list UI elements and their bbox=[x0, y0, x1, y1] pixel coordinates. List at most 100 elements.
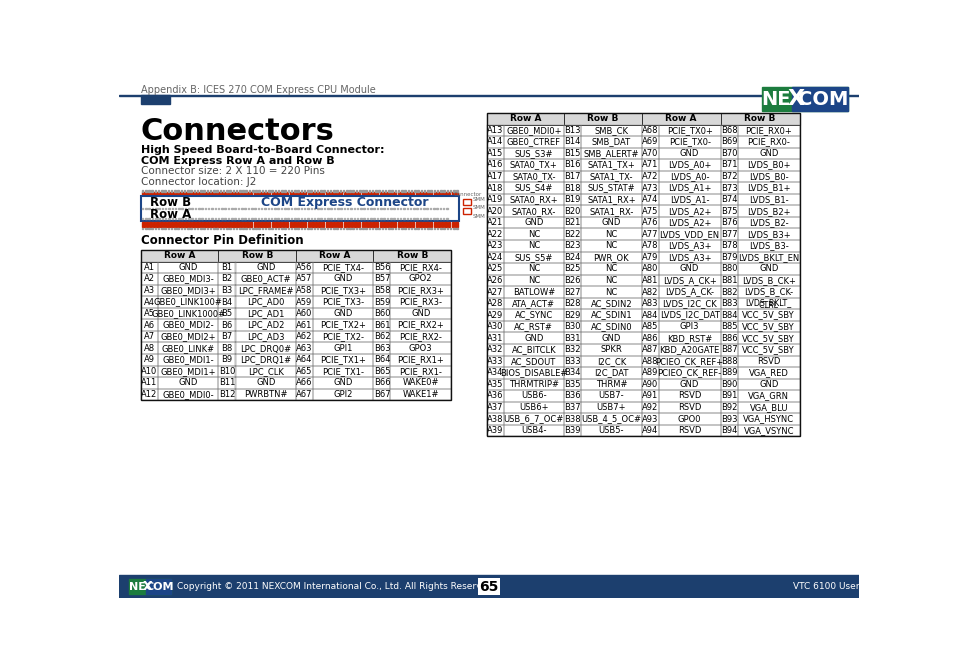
Bar bbox=[249, 190, 250, 192]
Bar bbox=[293, 222, 295, 227]
Bar bbox=[658, 333, 720, 344]
Bar bbox=[235, 388, 295, 401]
Bar bbox=[737, 390, 799, 402]
Bar bbox=[158, 354, 218, 366]
Bar bbox=[641, 148, 658, 159]
Text: X: X bbox=[142, 580, 152, 593]
Bar bbox=[313, 319, 373, 331]
Bar bbox=[300, 208, 302, 209]
Bar bbox=[563, 333, 580, 344]
Text: A1: A1 bbox=[144, 263, 154, 272]
Text: A20: A20 bbox=[486, 207, 503, 216]
Bar bbox=[218, 273, 235, 285]
Bar bbox=[295, 366, 313, 377]
Bar bbox=[373, 285, 390, 296]
Bar bbox=[217, 222, 220, 227]
Bar bbox=[486, 240, 503, 251]
Bar bbox=[158, 261, 218, 273]
Bar bbox=[580, 309, 641, 321]
Bar bbox=[436, 218, 437, 219]
Bar bbox=[149, 222, 152, 227]
Text: B58: B58 bbox=[374, 286, 390, 295]
Text: A90: A90 bbox=[641, 380, 658, 389]
Bar bbox=[203, 222, 206, 227]
Text: A2: A2 bbox=[144, 274, 154, 284]
Bar bbox=[379, 218, 381, 219]
Bar bbox=[311, 192, 314, 198]
Bar bbox=[658, 251, 720, 263]
Text: A13: A13 bbox=[486, 126, 503, 135]
Bar bbox=[390, 261, 451, 273]
Bar bbox=[291, 228, 293, 229]
Text: Row A: Row A bbox=[509, 114, 540, 123]
Bar bbox=[355, 228, 356, 229]
Text: A25: A25 bbox=[486, 264, 503, 274]
Bar bbox=[346, 190, 347, 192]
Bar bbox=[207, 228, 208, 229]
Text: A69: A69 bbox=[641, 137, 658, 146]
Bar bbox=[563, 194, 580, 206]
Text: A80: A80 bbox=[641, 264, 658, 274]
Bar bbox=[310, 228, 312, 229]
Text: GBE0_LINK#: GBE0_LINK# bbox=[161, 343, 214, 353]
Bar bbox=[334, 218, 335, 219]
Bar bbox=[563, 171, 580, 182]
Bar bbox=[342, 190, 344, 192]
Bar bbox=[235, 366, 295, 377]
Bar bbox=[486, 355, 503, 367]
Bar bbox=[313, 273, 373, 285]
Bar bbox=[430, 228, 432, 229]
Text: B82: B82 bbox=[720, 288, 737, 296]
Bar bbox=[228, 192, 231, 198]
Bar bbox=[433, 222, 436, 227]
Text: Row B: Row B bbox=[586, 114, 618, 123]
Text: VGA_GRN: VGA_GRN bbox=[747, 392, 788, 401]
Bar bbox=[363, 208, 365, 209]
Bar bbox=[720, 309, 737, 321]
Bar bbox=[373, 388, 390, 401]
Bar bbox=[737, 148, 799, 159]
Bar bbox=[486, 390, 503, 402]
Text: B92: B92 bbox=[720, 403, 737, 412]
Bar bbox=[580, 298, 641, 309]
Bar bbox=[580, 333, 641, 344]
Text: A56: A56 bbox=[296, 263, 313, 272]
Bar bbox=[278, 222, 281, 227]
Bar bbox=[486, 113, 563, 124]
Bar bbox=[641, 228, 658, 240]
Text: SPKR: SPKR bbox=[599, 345, 621, 354]
Text: PCIE_TX2-: PCIE_TX2- bbox=[322, 332, 364, 341]
Bar bbox=[412, 192, 414, 198]
Bar bbox=[658, 148, 720, 159]
Bar bbox=[142, 222, 145, 227]
Bar bbox=[260, 222, 263, 227]
Text: B18: B18 bbox=[564, 183, 580, 193]
Bar bbox=[720, 309, 737, 321]
Bar bbox=[580, 217, 641, 228]
Text: SMM: SMM bbox=[472, 214, 485, 218]
Bar bbox=[641, 425, 658, 436]
Text: GND: GND bbox=[178, 378, 197, 387]
Text: B29: B29 bbox=[564, 310, 580, 320]
Bar bbox=[720, 275, 737, 286]
Bar bbox=[148, 208, 150, 209]
Bar bbox=[373, 377, 390, 388]
Bar bbox=[294, 228, 295, 229]
Text: LVDS_BKLT_EN: LVDS_BKLT_EN bbox=[738, 253, 799, 262]
Bar bbox=[376, 218, 378, 219]
Bar bbox=[158, 208, 160, 209]
Bar bbox=[563, 333, 580, 344]
Text: AC_RST#: AC_RST# bbox=[514, 322, 553, 331]
Text: GBE0_MDI2-: GBE0_MDI2- bbox=[162, 321, 213, 329]
Text: Connector size: 2 X 110 = 220 Pins: Connector size: 2 X 110 = 220 Pins bbox=[141, 167, 324, 177]
Bar bbox=[503, 355, 563, 367]
Bar bbox=[271, 218, 272, 219]
Text: A21: A21 bbox=[486, 218, 503, 227]
Bar bbox=[720, 298, 737, 309]
Text: A18: A18 bbox=[486, 183, 503, 193]
Text: A15: A15 bbox=[486, 149, 503, 158]
Bar bbox=[658, 425, 720, 436]
Bar bbox=[207, 190, 208, 192]
Bar bbox=[641, 194, 658, 206]
Bar bbox=[580, 263, 641, 275]
